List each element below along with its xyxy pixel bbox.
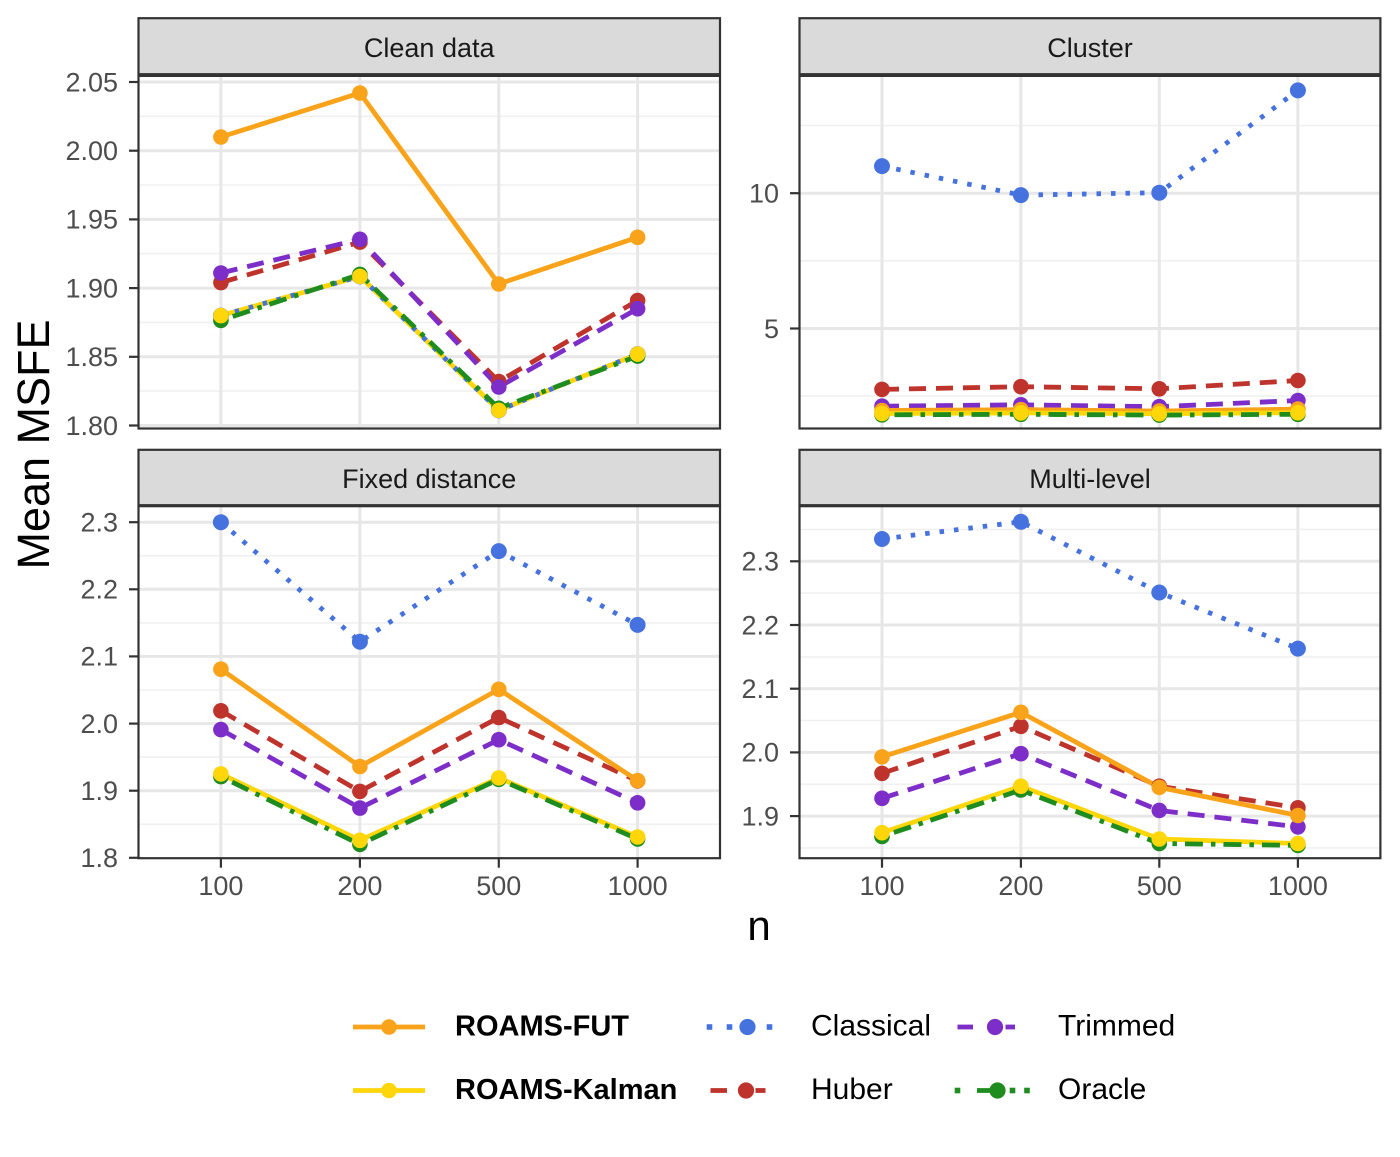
svg-text:100: 100: [198, 871, 243, 901]
svg-text:Clean data: Clean data: [364, 33, 496, 63]
svg-text:n: n: [747, 902, 770, 949]
svg-text:2.3: 2.3: [80, 508, 118, 538]
svg-text:200: 200: [998, 871, 1043, 901]
svg-text:1000: 1000: [608, 871, 668, 901]
svg-text:2.0: 2.0: [741, 738, 779, 768]
svg-text:Trimmed: Trimmed: [1058, 1010, 1175, 1043]
svg-text:1.9: 1.9: [80, 776, 118, 806]
svg-text:200: 200: [337, 871, 382, 901]
svg-text:Oracle: Oracle: [1058, 1073, 1146, 1106]
svg-text:2.3: 2.3: [741, 547, 779, 577]
svg-text:5: 5: [764, 314, 779, 344]
svg-text:Fixed distance: Fixed distance: [342, 464, 516, 494]
svg-text:2.00: 2.00: [65, 136, 118, 166]
svg-text:1000: 1000: [1268, 871, 1328, 901]
svg-text:2.05: 2.05: [65, 67, 118, 97]
svg-text:1.80: 1.80: [65, 411, 118, 441]
svg-text:Multi-level: Multi-level: [1029, 464, 1151, 494]
svg-text:Huber: Huber: [811, 1073, 893, 1106]
svg-text:ROAMS-FUT: ROAMS-FUT: [455, 1011, 629, 1043]
svg-text:2.2: 2.2: [741, 610, 779, 640]
svg-text:2.0: 2.0: [80, 709, 118, 739]
svg-text:Mean MSFE: Mean MSFE: [8, 319, 59, 569]
svg-text:1.8: 1.8: [80, 843, 118, 873]
svg-text:2.1: 2.1: [741, 674, 779, 704]
svg-text:2.2: 2.2: [80, 575, 118, 605]
svg-text:ROAMS-Kalman: ROAMS-Kalman: [455, 1074, 677, 1106]
svg-text:1.90: 1.90: [65, 273, 118, 303]
svg-text:2.1: 2.1: [80, 642, 118, 672]
svg-text:500: 500: [1137, 871, 1182, 901]
svg-text:1.9: 1.9: [741, 801, 779, 831]
svg-text:100: 100: [859, 871, 904, 901]
svg-text:500: 500: [476, 871, 521, 901]
svg-text:1.95: 1.95: [65, 205, 118, 235]
svg-text:10: 10: [749, 179, 779, 209]
svg-text:Cluster: Cluster: [1047, 33, 1133, 63]
svg-text:1.85: 1.85: [65, 342, 118, 372]
svg-text:Classical: Classical: [811, 1010, 931, 1043]
